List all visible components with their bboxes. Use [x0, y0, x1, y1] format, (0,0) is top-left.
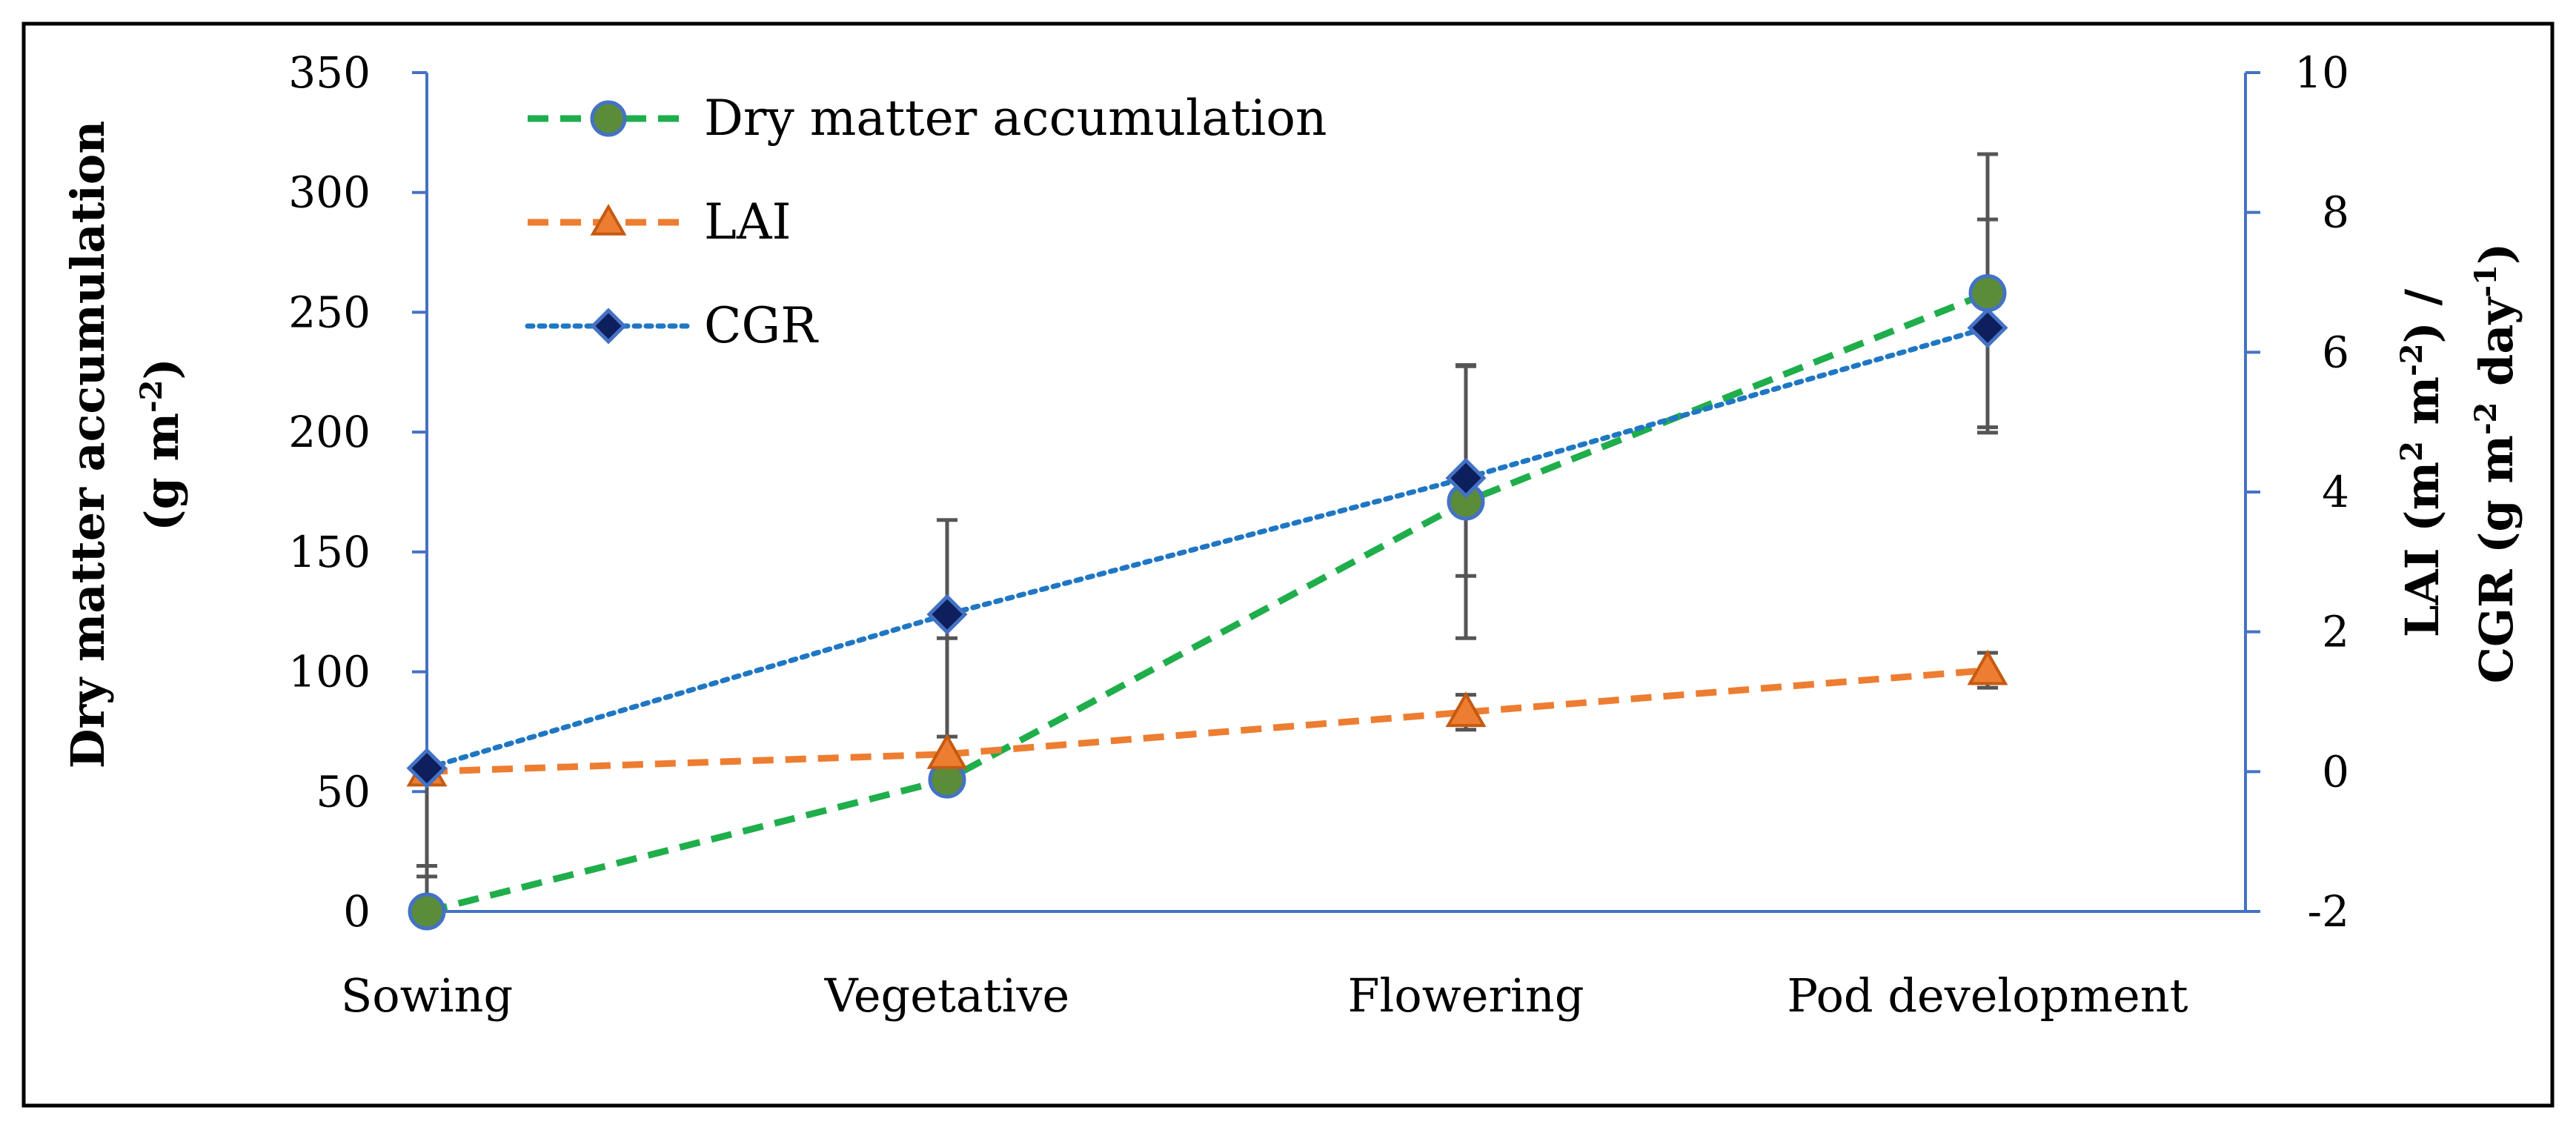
cgr-data-point — [1445, 457, 1487, 499]
cgr-data-point — [926, 594, 968, 635]
legend-swatch-marker-dry-matter-accumulation — [590, 100, 627, 137]
y-right-title-line2-prefix: CGR (g m — [2469, 435, 2523, 683]
y-left-tick-label: 0 — [343, 886, 371, 937]
outer-frame — [21, 21, 2555, 1108]
dry-matter-accumulation-data-point — [1968, 274, 2007, 313]
y-right-title-line2-sup2: -1 — [2469, 265, 2503, 297]
y-right-tick-label: 6 — [2322, 327, 2349, 377]
lai-data-point — [1967, 649, 2008, 685]
y-right-title-line2-mid: day — [2469, 296, 2523, 402]
y-right-tick-label: -2 — [2308, 886, 2350, 937]
y-right-title-line2-suffix: ) — [2469, 243, 2523, 265]
y-right-tick-label: 10 — [2294, 47, 2349, 98]
y-left-title-line2: (g m-2) — [134, 358, 189, 531]
legend-label-lai: LAI — [704, 193, 791, 250]
y-right-tick-label: 4 — [2322, 467, 2349, 517]
y-left-title-line2-prefix: (g m — [135, 413, 189, 531]
series-lines-layer — [424, 290, 1991, 915]
lai-data-point — [1445, 691, 1487, 728]
y-right-title-line1-mid: m — [2395, 376, 2449, 441]
y-right-title-line1-suffix: ) / — [2395, 289, 2449, 344]
y-left-tick-label: 100 — [288, 647, 371, 697]
y-left-tick-label: 150 — [288, 527, 371, 577]
legend-swatch-marker-lai — [590, 203, 627, 236]
y-left-title-line2-sup: -2 — [134, 380, 169, 413]
y-left-title-line2-suffix: ) — [135, 358, 189, 379]
y-left-tick-label: 350 — [288, 47, 371, 98]
cgr-data-point — [1967, 307, 2008, 348]
legend: Dry matter accumulation LAI CGR — [525, 90, 1327, 354]
y-left-title-line1: Dry matter accumulation — [61, 121, 115, 769]
y-right-title-line1-prefix: LAI (m — [2395, 462, 2449, 637]
y-right-title-line1-sup1: 2 — [2394, 441, 2429, 462]
dry-matter-accumulation-data-point — [408, 892, 446, 931]
y-right-title-line2: CGR (g m-2 day-1) — [2469, 243, 2523, 684]
axes-layer: 0 50 100 150 200 250 300 350 -2 0 2 4 6 8 10 Sowing Vege… — [288, 47, 2349, 1023]
y-right-tick-label: 2 — [2322, 607, 2349, 657]
dry-matter-accumulation-series-line — [425, 290, 1989, 915]
y-left-tick-label: 250 — [288, 287, 371, 337]
cgr-data-point — [406, 748, 448, 789]
legend-swatch-marker-cgr — [590, 308, 627, 345]
markers-layer — [406, 274, 2008, 931]
y-left-tick-label: 300 — [288, 167, 371, 218]
y-right-title-line1-sup2: -2 — [2394, 343, 2429, 376]
axis-titles: Dry matter accumulation (g m-2) LAI (m2 … — [61, 121, 2523, 769]
x-category-label: Sowing — [341, 968, 513, 1023]
cgr-series-line — [424, 325, 1991, 771]
x-category-label: Pod development — [1787, 968, 2188, 1023]
y-right-tick-label: 0 — [2322, 746, 2349, 797]
y-left-tick-label: 50 — [316, 766, 371, 817]
legend-label-cgr: CGR — [704, 297, 819, 354]
legend-label-dry-matter-accumulation: Dry matter accumulation — [704, 90, 1327, 147]
y-right-title-line1: LAI (m2 m-2) / — [2394, 289, 2449, 638]
y-right-title-line2-sup1: -2 — [2469, 402, 2503, 435]
x-category-label: Vegetative — [824, 968, 1070, 1023]
y-right-tick-label: 8 — [2322, 187, 2349, 238]
y-left-tick-label: 200 — [288, 407, 371, 457]
lai-data-point — [926, 733, 968, 769]
x-category-label: Flowering — [1347, 968, 1584, 1023]
